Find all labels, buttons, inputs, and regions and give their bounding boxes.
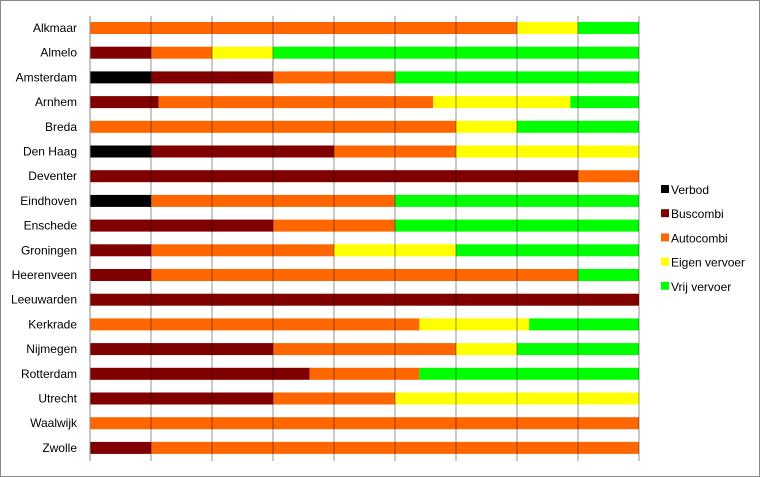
bar-segment: [456, 244, 639, 257]
legend-swatch: [661, 209, 669, 218]
bar-segment: [90, 441, 151, 454]
legend-label: Verbod: [671, 183, 709, 197]
bar-segment: [456, 343, 517, 356]
category-label: Kerkrade: [28, 317, 77, 331]
bar-segment: [90, 96, 159, 109]
bar-segment: [309, 367, 420, 380]
bar-segment: [517, 22, 578, 34]
category-label: Heerenveen: [12, 268, 77, 282]
legend-swatch: [661, 257, 669, 266]
category-label: Leeuwarden: [11, 293, 77, 307]
legend-label: Vrij vervoer: [671, 280, 731, 294]
bar-segment: [90, 145, 151, 158]
bar-segment: [158, 96, 434, 109]
legend-label: Buscombi: [671, 207, 724, 221]
bar-segment: [578, 170, 639, 183]
category-label: Nijmegen: [26, 342, 77, 356]
bar-segment: [90, 71, 151, 84]
bar-segment: [419, 367, 639, 380]
bar-segment: [90, 194, 151, 207]
bar-segment: [456, 145, 639, 158]
category-label: Waalwijk: [30, 416, 78, 430]
bar-segment: [90, 269, 151, 281]
bar-segment: [151, 269, 578, 281]
legend-label: Eigen vervoer: [671, 256, 745, 270]
category-label: Deventer: [28, 169, 77, 183]
bar-segment: [273, 343, 456, 356]
bar-segment: [570, 96, 639, 109]
legend-label: Autocombi: [671, 231, 728, 245]
category-label: Eindhoven: [20, 194, 77, 208]
bar-segment: [212, 46, 273, 59]
bar-segment: [151, 244, 334, 257]
bar-segment: [90, 22, 517, 34]
bar-segment: [151, 46, 212, 59]
category-label: Breda: [45, 120, 77, 134]
category-label: Zwolle: [42, 441, 77, 455]
category-label: Amsterdam: [16, 70, 77, 84]
bar-segment: [578, 22, 639, 34]
category-label: Rotterdam: [21, 367, 77, 381]
bar-segment: [90, 46, 151, 59]
bar-segment: [90, 392, 273, 405]
bar-segment: [456, 120, 517, 133]
bar-segment: [90, 318, 420, 331]
bar-segment: [578, 269, 639, 281]
category-label: Alkmaar: [33, 21, 77, 35]
bar-segment: [90, 293, 639, 306]
bar-segment: [433, 96, 571, 109]
category-label: Arnhem: [35, 95, 77, 109]
category-label: Almelo: [40, 46, 77, 60]
legend-swatch: [661, 281, 669, 290]
bar-segment: [90, 367, 310, 380]
category-label: Groningen: [21, 243, 77, 257]
bar-segment: [529, 318, 639, 331]
bar-segment: [90, 417, 639, 430]
bar-segment: [90, 219, 273, 232]
bar-segment: [419, 318, 530, 331]
legend-swatch: [661, 233, 669, 242]
bar-segment: [90, 343, 273, 356]
category-label: Den Haag: [23, 145, 77, 159]
bar-segment: [151, 145, 334, 158]
bar-segment: [90, 244, 151, 257]
legend-swatch: [661, 185, 669, 193]
category-label: Utrecht: [38, 392, 77, 406]
category-label: Enschede: [24, 219, 78, 233]
